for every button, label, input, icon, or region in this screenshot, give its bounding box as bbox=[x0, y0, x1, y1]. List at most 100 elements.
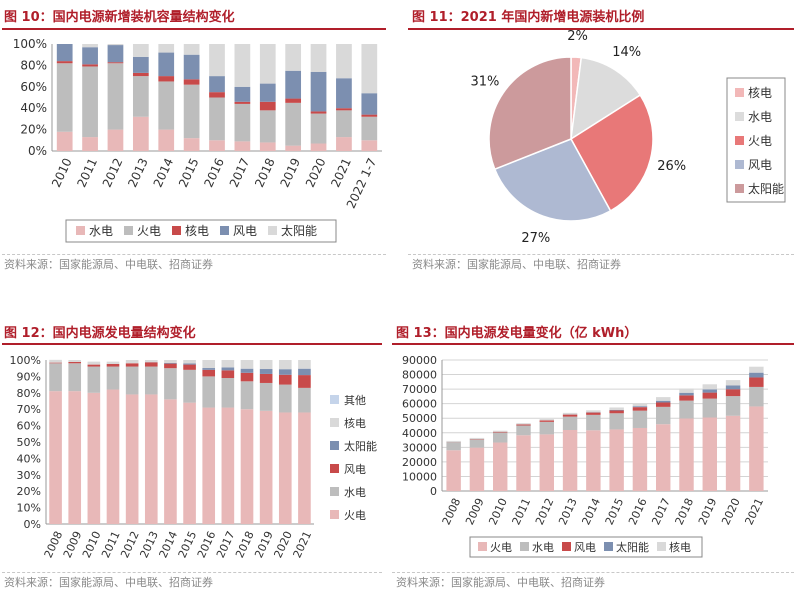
bar-segment bbox=[609, 413, 624, 430]
bar-segment bbox=[336, 78, 352, 109]
legend-swatch bbox=[735, 88, 744, 97]
bar-segment bbox=[221, 360, 235, 368]
legend-label: 风电 bbox=[574, 541, 596, 554]
bar-segment bbox=[298, 412, 311, 524]
bar-segment bbox=[158, 76, 175, 82]
legend-label: 太阳能 bbox=[748, 181, 784, 196]
chart10-source-divider bbox=[2, 254, 386, 256]
bar-segment bbox=[702, 398, 718, 418]
bar-segment bbox=[609, 429, 624, 491]
x-tick-label: 2014 bbox=[579, 496, 603, 527]
y-tick-label: 0 bbox=[430, 485, 437, 498]
bar-segment bbox=[725, 415, 741, 491]
legend-swatch bbox=[330, 418, 339, 427]
bar-segment bbox=[285, 102, 302, 146]
bar-segment bbox=[164, 368, 177, 400]
bar-segment bbox=[259, 410, 273, 524]
legend-swatch bbox=[735, 136, 744, 145]
legend-label: 太阳能 bbox=[281, 223, 317, 238]
bar-segment bbox=[446, 442, 461, 451]
x-tick-label: 2016 bbox=[201, 156, 227, 190]
pie-data-label: 14% bbox=[612, 45, 641, 60]
bar-segment bbox=[259, 44, 276, 84]
bar-segment bbox=[655, 397, 671, 401]
bar-segment bbox=[202, 369, 216, 377]
bar-segment bbox=[183, 360, 196, 364]
x-tick-label: 2012 bbox=[533, 496, 557, 527]
legend-box bbox=[469, 536, 703, 558]
bar-segment bbox=[702, 389, 718, 393]
bar-segment bbox=[361, 44, 378, 94]
chart13-title: 图 13：国内电源发电量变化（亿 kWh） bbox=[396, 326, 638, 341]
y-tick-label: 40% bbox=[20, 101, 47, 115]
bar-segment bbox=[516, 423, 531, 425]
bar-segment bbox=[87, 361, 101, 365]
legend-swatch bbox=[268, 226, 277, 235]
bar-segment bbox=[446, 440, 461, 442]
legend-label: 风电 bbox=[233, 224, 257, 238]
bar-segment bbox=[298, 368, 311, 376]
legend-label: 风电 bbox=[748, 158, 772, 172]
legend-swatch bbox=[220, 226, 229, 235]
bar-segment bbox=[609, 409, 624, 411]
chart12-title: 图 12：国内电源发电量结构变化 bbox=[4, 326, 196, 341]
chart10-source: 资料来源：国家能源局、中电联、招商证券 bbox=[4, 258, 213, 271]
bar-segment bbox=[56, 61, 73, 64]
x-tick-label: 2013 bbox=[556, 496, 580, 527]
bar-segment bbox=[492, 431, 508, 433]
bar-segment bbox=[278, 412, 292, 524]
x-tick-label: 2021 bbox=[742, 496, 766, 527]
bar-segment bbox=[106, 363, 120, 367]
bar-segment bbox=[183, 79, 200, 85]
bar-segment bbox=[516, 425, 531, 436]
x-tick-label: 2019 bbox=[278, 156, 304, 190]
x-tick-label: 2009 bbox=[463, 496, 487, 527]
bar-segment bbox=[87, 366, 101, 393]
bar-segment bbox=[469, 437, 485, 439]
y-tick-label: 90000 bbox=[402, 354, 437, 367]
y-tick-label: 50% bbox=[17, 436, 41, 449]
bar-segment bbox=[132, 72, 149, 77]
bar-segment bbox=[259, 110, 276, 143]
x-tick-label: 2015 bbox=[603, 496, 627, 527]
bar-segment bbox=[183, 402, 196, 524]
legend-swatch bbox=[330, 510, 339, 519]
bar-segment bbox=[539, 434, 555, 491]
bar-segment bbox=[749, 377, 764, 387]
legend-label: 核电 bbox=[344, 416, 366, 430]
x-tick-label: 2017 bbox=[649, 496, 673, 527]
bar-segment bbox=[298, 387, 311, 413]
chart12-title-underline bbox=[2, 343, 382, 345]
pie-slice bbox=[570, 56, 642, 141]
bar-segment bbox=[56, 131, 73, 151]
bar-segment bbox=[278, 374, 292, 385]
bar-segment bbox=[310, 111, 327, 114]
bar-segment bbox=[259, 369, 273, 374]
bar-segment bbox=[562, 416, 578, 431]
bar-segment bbox=[82, 66, 98, 138]
bar-segment bbox=[164, 360, 177, 363]
y-tick-label: 70% bbox=[17, 403, 41, 416]
bar-segment bbox=[609, 410, 624, 414]
x-tick-label: 2021 bbox=[328, 156, 354, 190]
bar-segment bbox=[209, 97, 225, 141]
bar-segment bbox=[725, 396, 741, 416]
bar-segment bbox=[285, 44, 302, 71]
y-tick-label: 80000 bbox=[402, 369, 437, 382]
bar-segment bbox=[586, 430, 601, 491]
y-tick-label: 40% bbox=[17, 452, 41, 465]
legend-label: 水电 bbox=[532, 541, 554, 554]
bar-segment bbox=[492, 442, 508, 491]
legend-label: 太阳能 bbox=[616, 540, 649, 554]
bar-segment bbox=[679, 388, 694, 393]
bar-segment bbox=[679, 418, 694, 491]
pie-slice bbox=[570, 94, 654, 212]
bar-segment bbox=[202, 407, 216, 524]
bar-segment bbox=[655, 402, 671, 407]
y-tick-label: 10000 bbox=[402, 470, 437, 483]
bar-segment bbox=[632, 406, 648, 408]
bar-segment bbox=[259, 360, 273, 370]
legend-swatch bbox=[520, 542, 529, 551]
y-tick-label: 90% bbox=[17, 370, 41, 383]
legend-label: 火电 bbox=[137, 224, 161, 238]
